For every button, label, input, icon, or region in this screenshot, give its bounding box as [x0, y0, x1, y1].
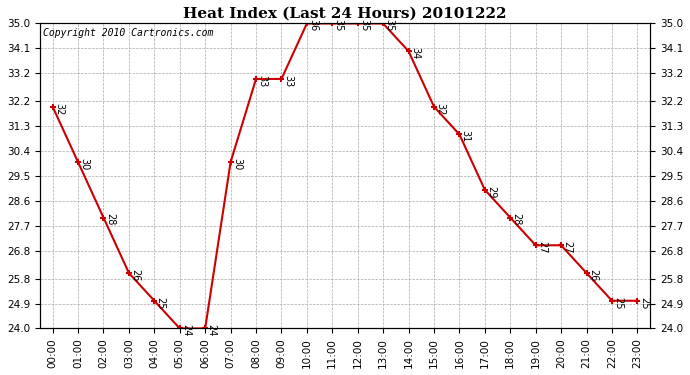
Text: Copyright 2010 Cartronics.com: Copyright 2010 Cartronics.com	[43, 28, 213, 38]
Text: 24: 24	[181, 324, 191, 337]
Text: 32: 32	[54, 102, 64, 115]
Text: 28: 28	[512, 213, 522, 226]
Text: 25: 25	[639, 297, 649, 309]
Text: 35: 35	[384, 20, 395, 32]
Text: 33: 33	[283, 75, 293, 87]
Text: 26: 26	[130, 269, 140, 281]
Text: 30: 30	[232, 158, 242, 170]
Text: 28: 28	[105, 213, 115, 226]
Text: 34: 34	[410, 47, 420, 59]
Text: 26: 26	[588, 269, 598, 281]
Text: 25: 25	[613, 297, 623, 309]
Text: 27: 27	[537, 241, 547, 254]
Text: 27: 27	[562, 241, 573, 254]
Text: 31: 31	[461, 130, 471, 142]
Text: 24: 24	[206, 324, 217, 337]
Text: 30: 30	[79, 158, 90, 170]
Text: 33: 33	[257, 75, 268, 87]
Text: 36: 36	[308, 20, 318, 32]
Title: Heat Index (Last 24 Hours) 20101222: Heat Index (Last 24 Hours) 20101222	[184, 7, 506, 21]
Text: 35: 35	[334, 20, 344, 32]
Text: 32: 32	[435, 102, 445, 115]
Text: 35: 35	[359, 20, 369, 32]
Text: 29: 29	[486, 186, 496, 198]
Text: 25: 25	[156, 297, 166, 309]
